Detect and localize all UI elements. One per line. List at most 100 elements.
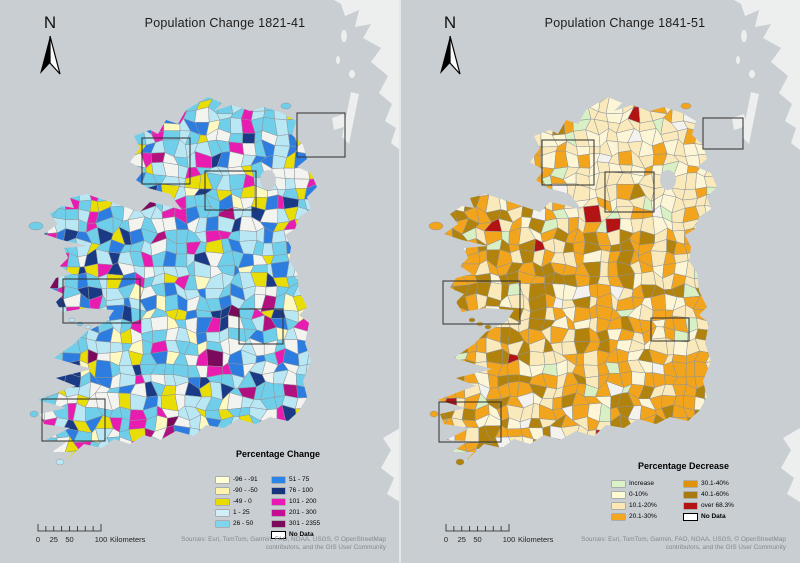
- north-arrow-left-half: [40, 36, 50, 74]
- map-title: Population Change 1841-51: [544, 16, 706, 30]
- legend-item: 10.1-20%: [612, 502, 657, 509]
- attribution-line: Sources: Esri, TomTom, Garmin, FAO, NOAA…: [181, 536, 386, 543]
- legend-item: -96 - -91: [216, 476, 258, 483]
- island: [55, 458, 65, 466]
- legend-swatch: [216, 498, 229, 505]
- legend-label: 40.1-60%: [701, 491, 729, 498]
- north-label: N: [44, 13, 56, 32]
- legend-title: Percentage Decrease: [638, 461, 730, 471]
- island: [28, 221, 44, 231]
- attribution-text: Sources: Esri, TomTom, Garmin, FAO, NOAA…: [181, 536, 386, 551]
- svg-text:25: 25: [458, 535, 466, 544]
- panel-population-change-1821-41: N Population Change 1821-41 Percentage C…: [28, 0, 400, 559]
- legend-label: No Data: [701, 513, 726, 520]
- svg-text:100: 100: [503, 535, 516, 544]
- scale-bar: 0 25 50 100 Kilometers: [444, 524, 554, 544]
- legend-label: 20.1-30%: [629, 513, 657, 520]
- legend-swatch: [612, 491, 625, 498]
- legend-swatch: [272, 520, 285, 527]
- north-arrow-right-half: [449, 35, 461, 75]
- island: [429, 410, 439, 418]
- legend-item: No Data: [272, 531, 314, 538]
- legend-swatch: [684, 513, 697, 520]
- island: [455, 458, 465, 466]
- legend-label: 201 - 300: [289, 509, 317, 516]
- island: [428, 221, 444, 231]
- highlight-box: [62, 278, 141, 324]
- north-arrow: N: [30, 10, 70, 89]
- svg-text:50: 50: [65, 535, 73, 544]
- legend-swatch: [612, 513, 625, 520]
- legend-swatch: [272, 509, 285, 516]
- highlight-boxes: [41, 112, 346, 442]
- highlight-boxes: [438, 117, 744, 443]
- north-label: N: [444, 13, 456, 32]
- legend-swatch: [272, 476, 285, 483]
- lough-neagh: [660, 170, 676, 190]
- legend-title: Percentage Change: [236, 449, 321, 459]
- legend-item: Increase: [612, 480, 654, 487]
- panel-population-change-1841-51: N Population Change 1841-51 Percentage D…: [400, 0, 800, 563]
- lough-neagh: [260, 170, 276, 190]
- svg-text:50: 50: [473, 535, 481, 544]
- legend-swatch: [216, 509, 229, 516]
- island: [680, 102, 692, 110]
- legend-item: 76 - 100: [272, 487, 313, 494]
- legend-swatch: [684, 480, 697, 487]
- island: [29, 410, 39, 418]
- legend-item: 26 - 50: [216, 520, 253, 527]
- highlight-box: [296, 112, 346, 158]
- north-arrow-right-half: [49, 35, 61, 75]
- legend-label: 76 - 100: [289, 487, 313, 494]
- legend-swatch: [216, 487, 229, 494]
- island: [280, 102, 292, 110]
- highlight-box: [650, 317, 690, 342]
- legend-item: 1 - 25: [216, 509, 250, 516]
- legend-swatch: [216, 476, 229, 483]
- highlight-box: [141, 137, 191, 185]
- panel-divider: [399, 0, 401, 563]
- legend-item: 40.1-60%: [684, 491, 729, 498]
- legend-item: 301 - 2355: [272, 520, 320, 527]
- legend-item: 201 - 300: [272, 509, 316, 516]
- ireland-choropleth-map-1821-41: [28, 0, 400, 502]
- legend-item: 30.1-40%: [684, 480, 729, 487]
- legend-label: No Data: [289, 531, 314, 538]
- legend-label: -49 - 0: [233, 498, 252, 505]
- legend-label: Increase: [629, 480, 654, 487]
- highlight-box: [604, 171, 655, 213]
- legend-label: 30.1-40%: [701, 480, 729, 487]
- island: [484, 324, 492, 330]
- scale-bar: 0 25 50 100 Kilometers: [36, 524, 146, 544]
- island: [84, 324, 92, 330]
- neighbor-landmasses: [732, 0, 800, 502]
- legend-label: 0-10%: [629, 491, 648, 498]
- legend-item: -49 - 0: [216, 498, 252, 505]
- highlight-box: [204, 170, 257, 211]
- legend-swatch: [216, 520, 229, 527]
- legend-percentage-change: Percentage Change -96 - -91 -90 - -50 -49 …: [214, 449, 399, 559]
- legend-rows: -96 - -91 -90 - -50 -49 - 0 1 - 25 26 - 50 51…: [214, 449, 399, 559]
- legend-label: over 68.3%: [701, 502, 734, 509]
- map-title: Population Change 1821-41: [144, 16, 306, 30]
- highlight-box: [442, 280, 521, 325]
- legend-rows: Increase 0-10% 10.1-20% 20.1-30% 30.1-40% 40.…: [610, 461, 795, 563]
- legend-label: 301 - 2355: [289, 520, 321, 527]
- legend-label: 51 - 75: [289, 476, 310, 483]
- legend-label: 10.1-20%: [629, 502, 657, 509]
- legend-item: 0-10%: [612, 491, 648, 498]
- highlight-box: [702, 117, 744, 150]
- highlight-box: [438, 401, 502, 443]
- legend-swatch: [612, 480, 625, 487]
- attribution-line: Sources: Esri, TomTom, Garmin, FAO, NOAA…: [581, 536, 786, 543]
- island: [68, 317, 76, 323]
- legend-label: -96 - -91: [233, 476, 258, 483]
- legend-item: 101 - 200: [272, 498, 316, 505]
- legend-swatch: [684, 502, 697, 509]
- highlight-box: [541, 139, 595, 186]
- legend-swatch: [272, 498, 285, 505]
- svg-text:100: 100: [95, 535, 108, 544]
- legend-item: 20.1-30%: [612, 513, 657, 520]
- legend-swatch: [612, 502, 625, 509]
